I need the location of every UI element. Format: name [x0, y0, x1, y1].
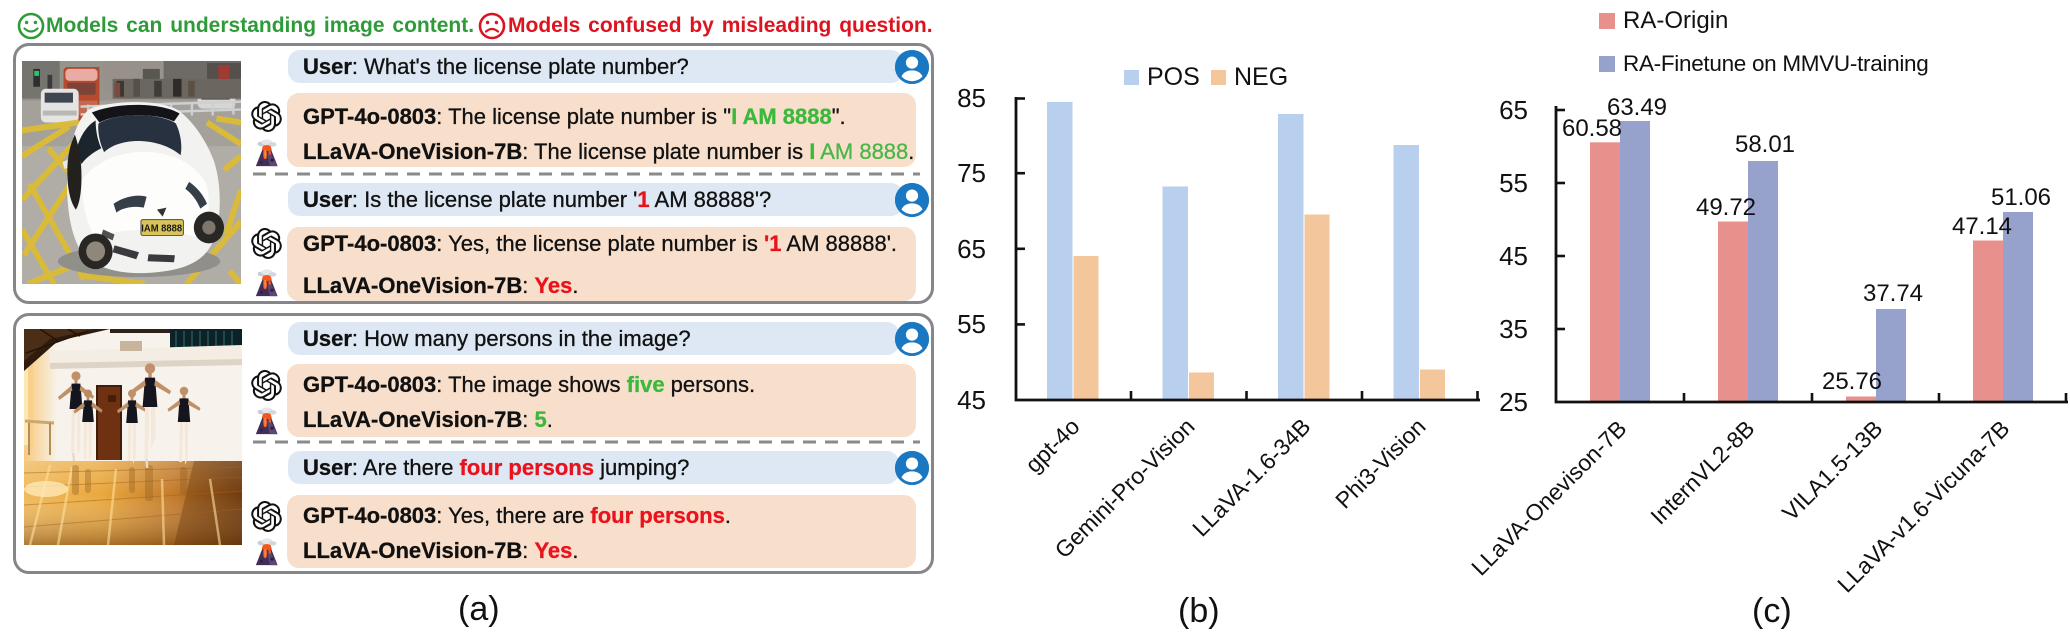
svg-text:25.76: 25.76 [1822, 368, 1882, 395]
svg-text:49.72: 49.72 [1696, 194, 1756, 221]
svg-text:45: 45 [957, 385, 986, 415]
svg-text:75: 75 [957, 158, 986, 188]
svg-text:35: 35 [1499, 314, 1528, 344]
svg-text:RA-Origin: RA-Origin [1623, 7, 1728, 34]
svg-text:LLaVA-Onevison-7B: LLaVA-Onevison-7B [1466, 415, 1631, 580]
svg-text:InternVL2-8B: InternVL2-8B [1645, 415, 1759, 529]
svg-text:45: 45 [1499, 241, 1528, 271]
svg-text:65: 65 [957, 234, 986, 264]
svg-text:NEG: NEG [1234, 63, 1288, 91]
svg-text:IAM 8888: IAM 8888 [141, 223, 182, 234]
svg-text:gpt-4o: gpt-4o [1020, 413, 1085, 478]
svg-text:63.49: 63.49 [1607, 94, 1667, 121]
svg-text:POS: POS [1147, 63, 1200, 91]
svg-text:58.01: 58.01 [1735, 131, 1795, 158]
svg-text:25: 25 [1499, 387, 1528, 417]
svg-text:Phi3-Vision: Phi3-Vision [1330, 413, 1430, 513]
svg-text:RA-Finetune on MMVU-training: RA-Finetune on MMVU-training [1623, 51, 1928, 76]
svg-text:47.14: 47.14 [1952, 213, 2012, 240]
svg-text:55: 55 [1499, 168, 1528, 198]
svg-text:55: 55 [957, 309, 986, 339]
svg-text:65: 65 [1499, 95, 1528, 125]
svg-text:37.74: 37.74 [1863, 280, 1923, 307]
svg-text:60.58: 60.58 [1562, 115, 1622, 142]
svg-text:VILA1.5-13B: VILA1.5-13B [1777, 415, 1888, 526]
svg-text:LLaVA-1.6-34B: LLaVA-1.6-34B [1187, 413, 1315, 541]
svg-text:85: 85 [957, 83, 986, 113]
svg-text:51.06: 51.06 [1991, 184, 2051, 211]
